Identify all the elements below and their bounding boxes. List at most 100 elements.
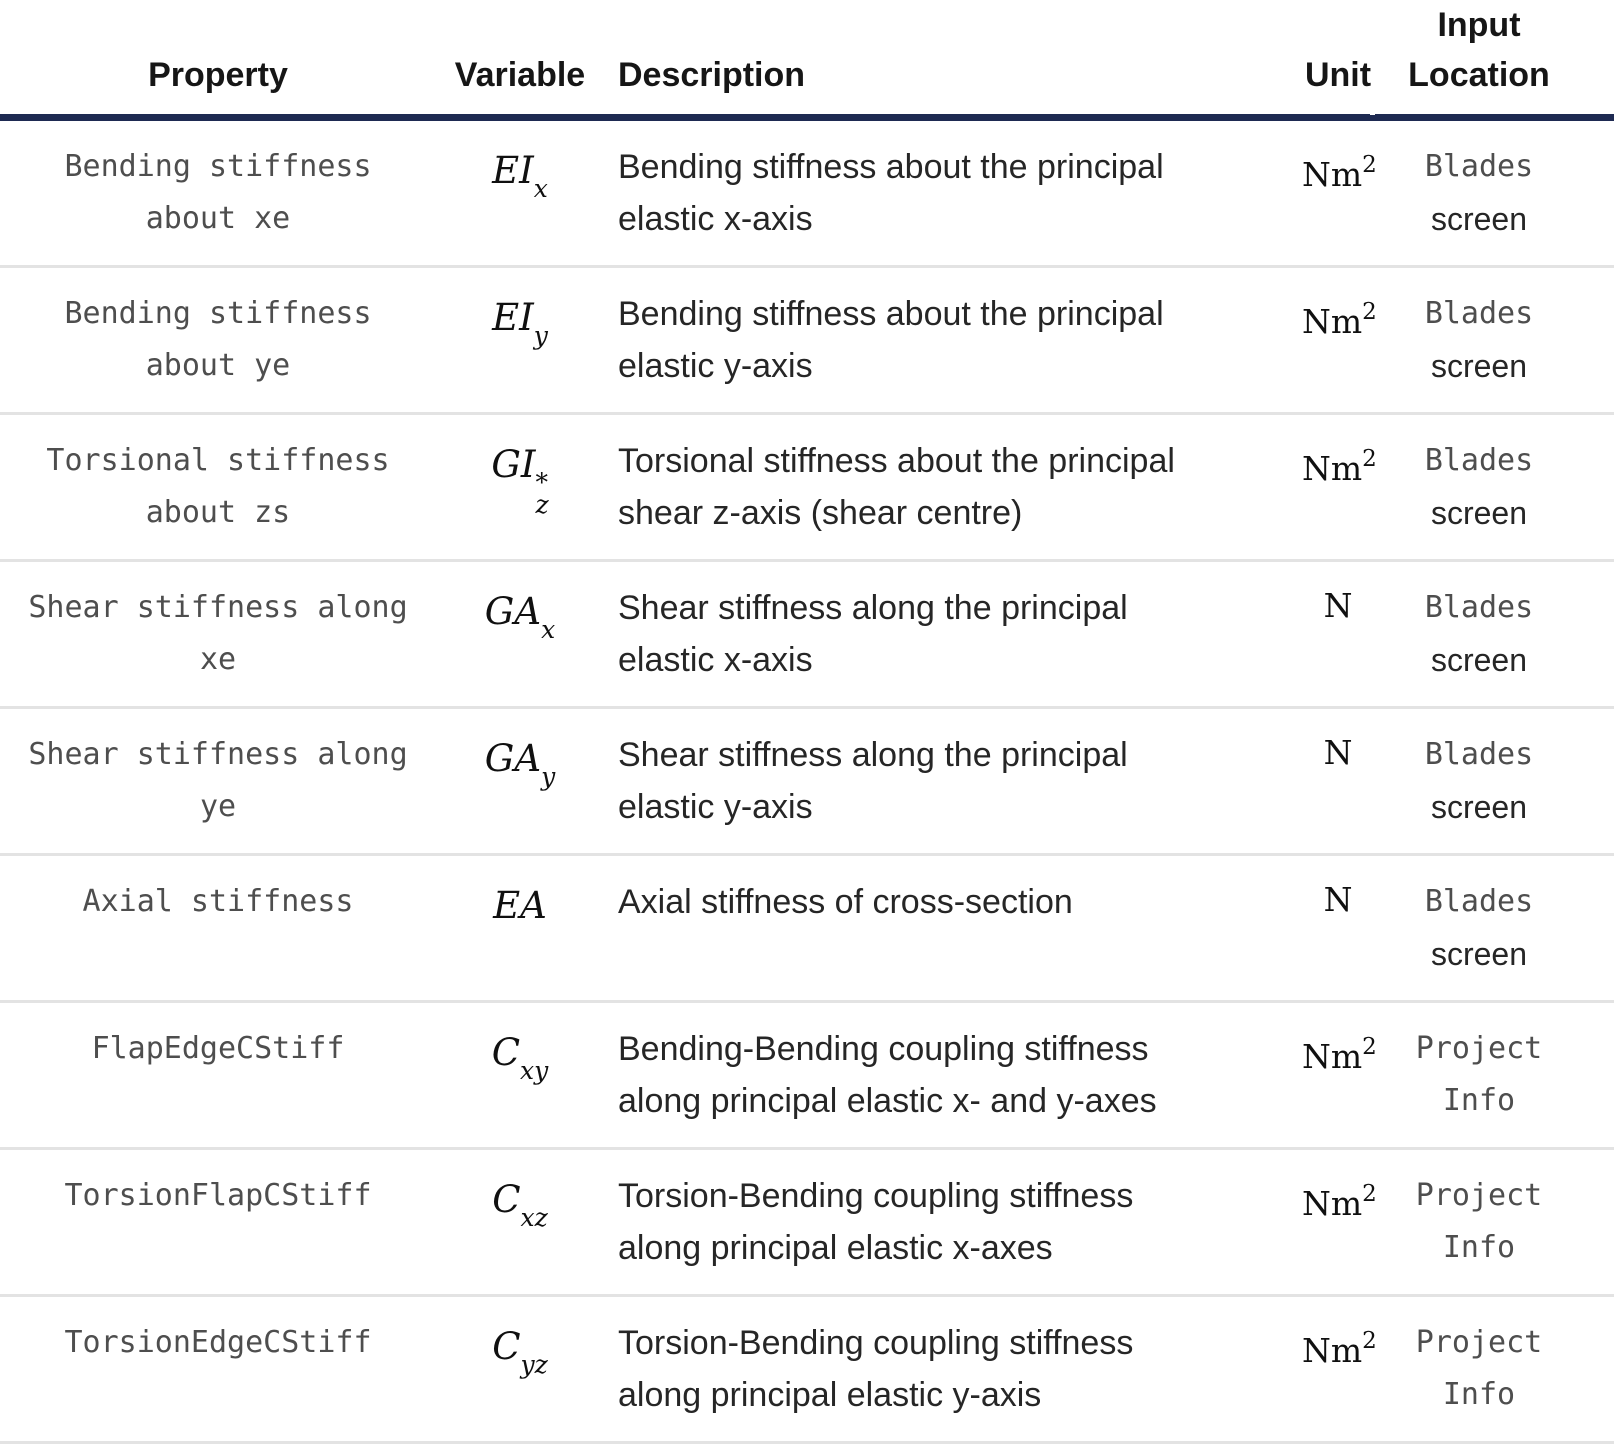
variable-symbol: GA <box>484 590 542 633</box>
table-header: Property Variable Description Unit Input… <box>0 0 1614 121</box>
table-row: Bending stiffness about ye EI y Bending s… <box>0 266 1614 415</box>
variable-cell: EA <box>436 854 604 1003</box>
variable-subscript: y <box>541 762 556 791</box>
variable-cell: GI * z <box>436 413 604 562</box>
location-line-2: screen <box>1430 789 1528 825</box>
unit-base: N <box>1323 880 1353 919</box>
property-cell: Bending stiffness about xe <box>0 117 436 268</box>
description-cell: Torsion-Bending coupling stiffness along… <box>604 1295 1260 1444</box>
unit-cell: N <box>1260 854 1374 1003</box>
unit-cell: Nm2 <box>1260 1295 1377 1444</box>
description-cell: Torsional stiffness about the principal … <box>604 413 1260 562</box>
description-cell: Shear stiffness along the principal elas… <box>604 707 1260 856</box>
input-location-cell: Project Info <box>1374 1295 1614 1444</box>
variable-cell: GA x <box>436 560 604 709</box>
input-location-cell: Blades screen <box>1374 266 1614 415</box>
table-row: Axial stiffness EA Axial stiffness of cr… <box>0 854 1614 1003</box>
table-row: Shear stiffness along xe GA x Shear stiff… <box>0 560 1614 709</box>
property-cell: TorsionFlapCStiff <box>0 1148 436 1297</box>
variable-superscript: * <box>535 468 549 497</box>
property-cell: FlapEdgeCStiff <box>0 1001 436 1150</box>
property-cell: Torsional stiffness about zs <box>0 413 436 562</box>
variable-symbol: C <box>492 1325 521 1368</box>
property-cell: Shear stiffness along xe <box>0 560 436 709</box>
variable-scripts: x <box>541 615 556 644</box>
input-location-cell: Project Info <box>1374 1001 1614 1150</box>
description-cell: Bending stiffness about the principal el… <box>604 117 1260 268</box>
variable-scripts: xz <box>520 1203 548 1232</box>
variable-symbol: EI <box>492 296 534 339</box>
unit-base: Nm <box>1302 302 1363 341</box>
unit-cell: Nm2 <box>1260 117 1377 268</box>
column-header-property: Property <box>0 0 436 121</box>
variable-symbol: C <box>491 1031 521 1074</box>
unit-base: N <box>1323 733 1353 772</box>
variable-cell: EI x <box>436 117 604 268</box>
variable-subscript: x <box>541 615 556 644</box>
location-line-2: Info <box>1442 1377 1516 1412</box>
variable-scripts: y <box>533 321 548 350</box>
description-cell: Bending stiffness about the principal el… <box>604 266 1260 415</box>
unit-exponent: 2 <box>1362 1181 1377 1207</box>
location-line-2: screen <box>1430 936 1528 972</box>
variable-subscript: xz <box>520 1203 548 1232</box>
unit-base: Nm <box>1302 1037 1363 1076</box>
property-cell: Shear stiffness along ye <box>0 707 436 856</box>
location-line-2: Info <box>1442 1230 1516 1265</box>
table-row: Bending stiffness about xe EI x Bending s… <box>0 117 1614 268</box>
property-cell: TorsionEdgeCStiff <box>0 1295 436 1444</box>
variable-subscript: yz <box>520 1350 548 1379</box>
location-line-1: Blades <box>1424 443 1534 478</box>
unit-base: Nm <box>1302 449 1363 488</box>
variable-subscript: z <box>535 490 549 519</box>
unit-cell: Nm2 <box>1260 266 1377 415</box>
location-line-1: Project <box>1415 1031 1543 1066</box>
table-row: Torsional stiffness about zs GI * z Torsio… <box>0 413 1614 562</box>
property-cell: Bending stiffness about ye <box>0 266 436 415</box>
location-line-2: Info <box>1442 1083 1516 1118</box>
unit-base: Nm <box>1302 1184 1363 1223</box>
unit-base: Nm <box>1302 1331 1363 1370</box>
variable-subscript: xy <box>520 1056 549 1085</box>
unit-cell: Nm2 <box>1260 413 1377 562</box>
location-line-2: screen <box>1430 495 1528 531</box>
unit-exponent: 2 <box>1362 1034 1377 1060</box>
variable-scripts: xy <box>520 1056 549 1085</box>
unit-exponent: 2 <box>1362 299 1377 325</box>
location-line-2: screen <box>1430 642 1528 678</box>
variable-cell: GA y <box>436 707 604 856</box>
variable-scripts: x <box>534 176 548 201</box>
unit-cell: Nm2 <box>1260 1001 1377 1150</box>
unit-base: N <box>1323 586 1353 625</box>
header-rule-gap <box>1370 103 1375 115</box>
description-cell: Bending-Bending coupling stiffness along… <box>604 1001 1260 1150</box>
unit-exponent: 2 <box>1362 446 1377 472</box>
location-line-1: Blades <box>1424 296 1534 331</box>
variable-scripts: y <box>541 762 556 791</box>
unit-cell: N <box>1260 707 1374 856</box>
description-cell: Shear stiffness along the principal elas… <box>604 560 1260 709</box>
column-header-description: Description <box>604 0 1260 121</box>
table-body: Bending stiffness about xe EI x Bending s… <box>0 117 1614 1444</box>
header-row: Property Variable Description Unit Input… <box>0 0 1614 121</box>
unit-cell: N <box>1260 560 1374 709</box>
location-line-1: Blades <box>1424 149 1534 184</box>
location-line-1: Blades <box>1424 737 1534 772</box>
variable-subscript: y <box>533 321 548 350</box>
description-cell: Torsion-Bending coupling stiffness along… <box>604 1148 1260 1297</box>
unit-exponent: 2 <box>1362 152 1377 178</box>
variable-symbol: EA <box>493 884 547 927</box>
location-line-1: Project <box>1415 1325 1543 1360</box>
column-header-input-location: Input Location <box>1374 0 1614 121</box>
location-line-1: Blades <box>1424 590 1534 625</box>
input-location-cell: Blades screen <box>1374 560 1614 709</box>
location-line-2: screen <box>1430 348 1528 384</box>
description-cell: Axial stiffness of cross-section <box>604 854 1260 1003</box>
